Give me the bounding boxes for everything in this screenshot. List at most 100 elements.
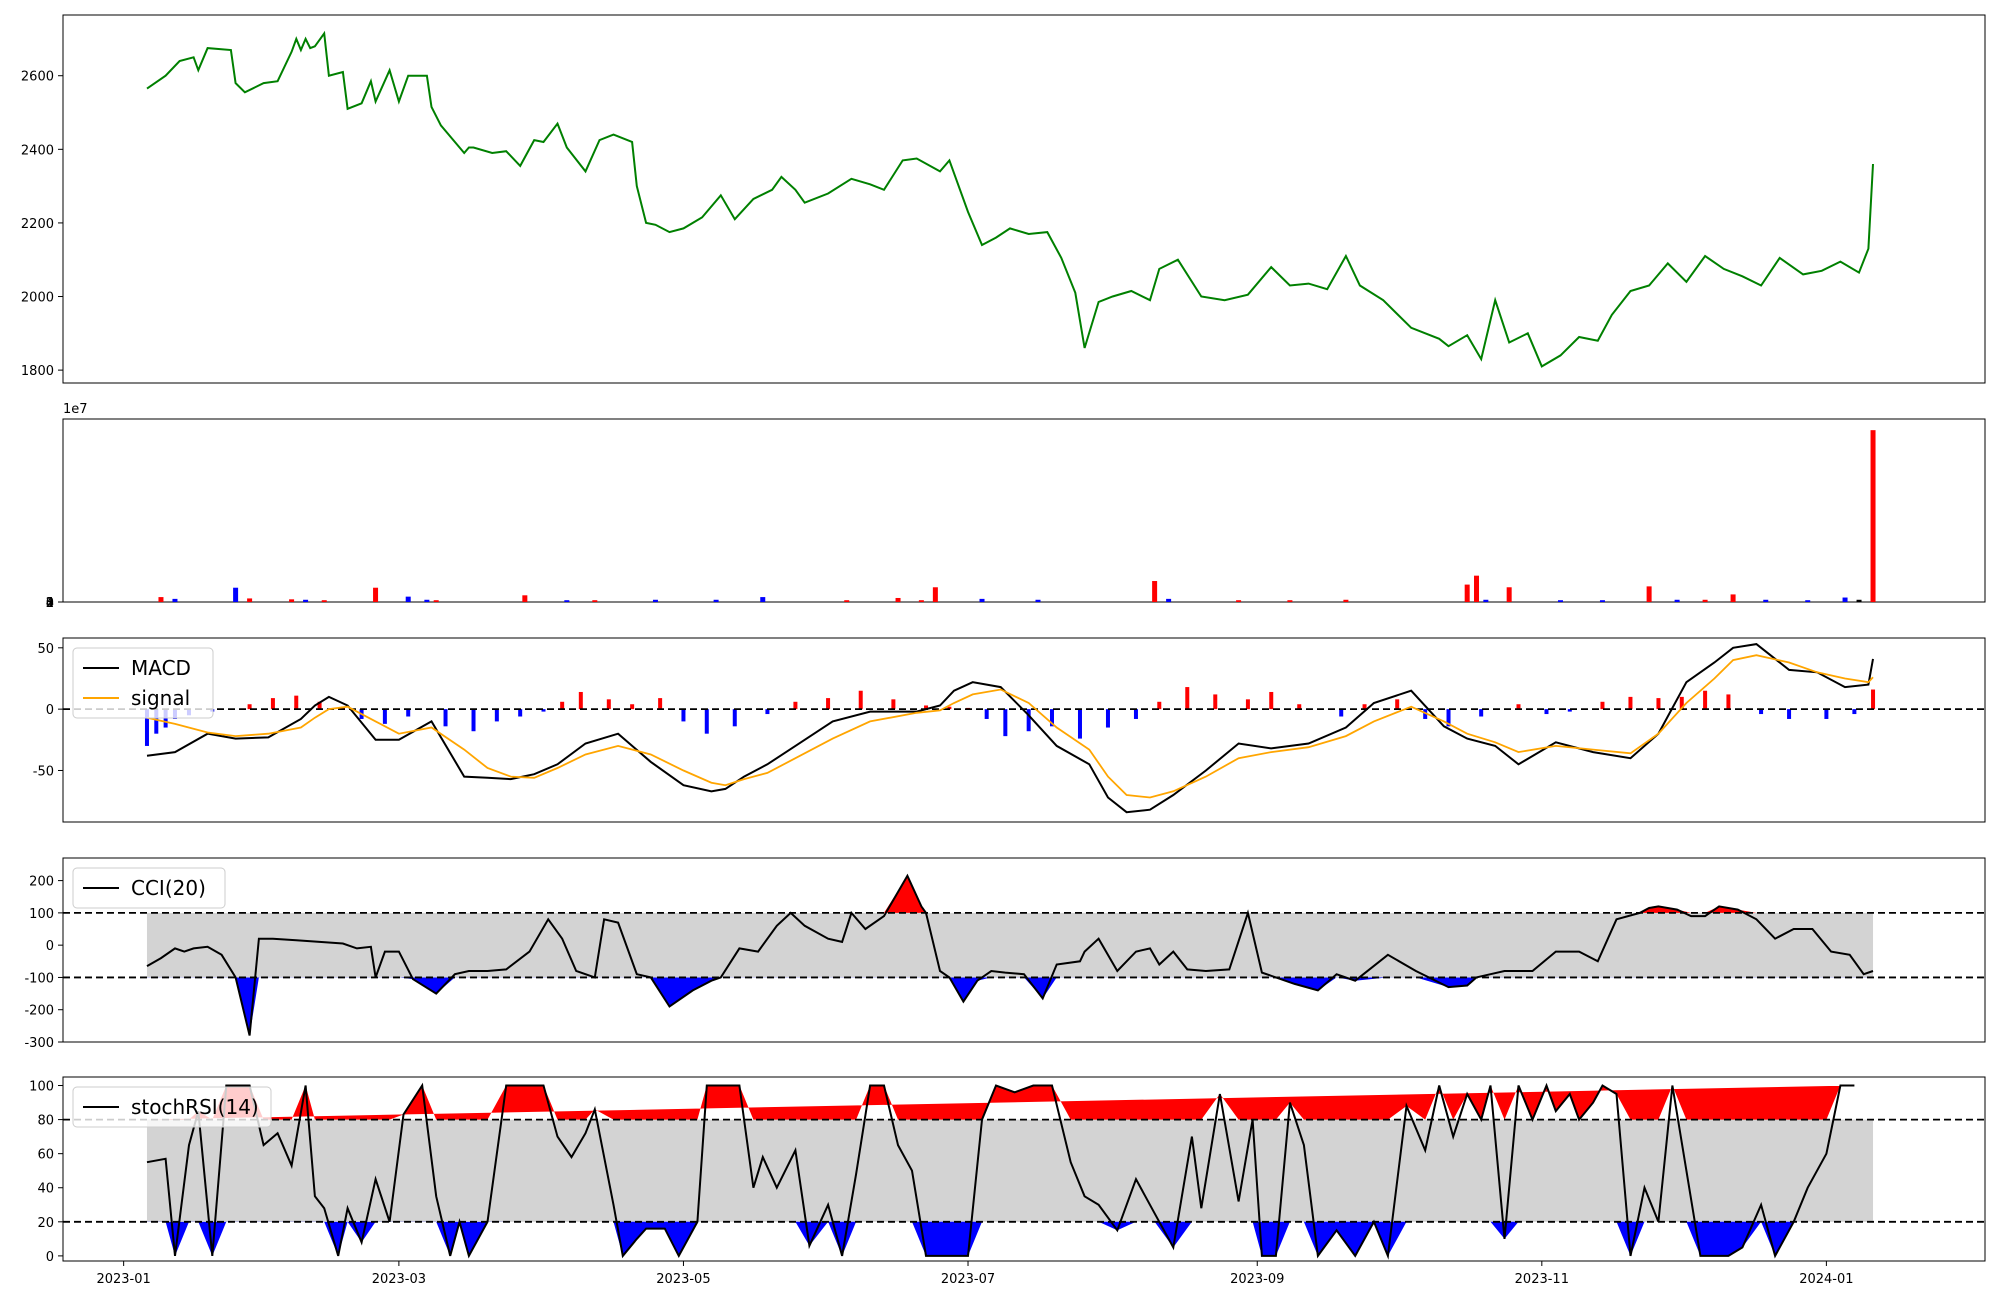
y-tick-label: -300 xyxy=(24,1036,54,1051)
macd-histogram-bar xyxy=(1787,709,1792,719)
volume-panel-frame xyxy=(62,418,1986,603)
volume-bar xyxy=(1236,600,1242,602)
volume-bar xyxy=(652,599,658,602)
macd-histogram-bar xyxy=(1871,689,1876,710)
macd-histogram-bar xyxy=(1726,694,1731,710)
x-tick-label: 2023-11 xyxy=(1515,1272,1569,1287)
volume-bar xyxy=(424,599,430,602)
legend-label: stochRSI(14) xyxy=(131,1095,259,1119)
macd-histogram-bar xyxy=(858,690,863,710)
x-tick-label: 2023-01 xyxy=(96,1272,150,1287)
overbought-fill xyxy=(146,1085,1855,1120)
volume-bar xyxy=(1599,600,1605,602)
volume-bar xyxy=(289,599,295,602)
y-tick-label: 1800 xyxy=(21,364,54,379)
y-tick-label: -50 xyxy=(33,764,54,779)
volume-bar xyxy=(522,595,528,602)
volume-bar xyxy=(592,600,598,602)
cci-panel-frame xyxy=(62,857,1986,1043)
legend-label: signal xyxy=(131,686,190,710)
macd-histogram-bar xyxy=(518,709,523,717)
macd-histogram-bar xyxy=(144,709,149,746)
y-tick-label: -200 xyxy=(24,1004,54,1019)
macd-histogram-bar xyxy=(1395,699,1400,710)
volume-bar xyxy=(158,597,164,602)
macd-histogram-bar xyxy=(443,709,448,727)
macd-histogram-bar xyxy=(1516,704,1521,710)
macd-histogram-bar xyxy=(294,695,299,710)
volume-bar xyxy=(233,587,239,602)
macd-histogram-bar xyxy=(317,701,322,710)
macd-histogram-bar xyxy=(1656,698,1661,710)
macd-histogram-bar xyxy=(1185,687,1190,710)
volume-bar xyxy=(433,600,439,602)
y-tick-label: 0 xyxy=(46,1250,54,1265)
macd-histogram-bar xyxy=(1703,690,1708,710)
macd-histogram-bar xyxy=(984,709,989,719)
volume-bar xyxy=(1506,587,1512,602)
macd-histogram-bar xyxy=(560,701,565,710)
volume-bar xyxy=(405,596,411,602)
volume-bar xyxy=(1763,599,1769,602)
macd-histogram-bar xyxy=(1077,709,1082,739)
x-tick-label: 2024-01 xyxy=(1799,1272,1853,1287)
volume-bar xyxy=(918,600,924,602)
y-tick-label: 80 xyxy=(37,1114,54,1129)
volume-bar xyxy=(1287,600,1293,602)
macd-histogram-bar xyxy=(1362,704,1367,710)
volume-bar xyxy=(373,587,379,602)
legend-box xyxy=(72,1086,272,1128)
volume-bar xyxy=(1646,586,1652,602)
volume-bar xyxy=(1702,599,1708,602)
volume-bar xyxy=(895,597,901,602)
legend-label: MACD xyxy=(131,656,191,680)
macd-histogram-bar xyxy=(1852,709,1857,715)
y-tick-label: 2400 xyxy=(21,143,54,158)
x-tick-label: 2023-07 xyxy=(941,1272,995,1287)
stochrsi-panel-frame xyxy=(62,1076,1986,1262)
macd-histogram-bar xyxy=(891,699,896,710)
y-tick-label: 40 xyxy=(37,1182,54,1197)
y-tick-label: 3 xyxy=(46,596,54,611)
macd-histogram-bar xyxy=(1105,709,1110,728)
volume-bar xyxy=(1166,598,1172,602)
macd-histogram-bar xyxy=(1003,709,1008,737)
volume-offset-text: 1e7 xyxy=(63,402,88,417)
macd-histogram-bar xyxy=(681,709,686,722)
macd-histogram-bar xyxy=(247,704,252,710)
macd-histogram-bar xyxy=(471,709,476,732)
volume-bar xyxy=(1483,599,1489,602)
y-tick-label: 100 xyxy=(29,1080,54,1095)
neutral-band xyxy=(146,912,1874,978)
macd-histogram-bar xyxy=(947,706,952,710)
macd-histogram-bar xyxy=(1049,709,1054,727)
cci-line xyxy=(146,873,1874,1036)
macd-histogram-bar xyxy=(1026,709,1031,732)
volume-bar xyxy=(172,598,178,602)
macd-histogram-bar xyxy=(1824,709,1829,719)
volume-bar xyxy=(844,600,850,602)
volume-bar xyxy=(247,598,253,602)
volume-bar xyxy=(1856,599,1862,602)
macd-histogram-bar xyxy=(606,699,611,710)
macd-histogram-bar xyxy=(704,709,709,734)
macd-histogram-bar xyxy=(793,701,798,710)
macd-histogram-bar xyxy=(1600,701,1605,710)
y-tick-label: 1 xyxy=(46,596,54,611)
macd-histogram-bar xyxy=(1269,691,1274,710)
macd-histogram-bar xyxy=(154,709,159,734)
y-tick-label: 4 xyxy=(46,596,54,611)
volume-bar xyxy=(303,599,309,602)
y-tick-label: 0 xyxy=(46,703,54,718)
neutral-band xyxy=(146,1119,1874,1222)
volume-bar xyxy=(1870,430,1876,602)
macd-histogram-bar xyxy=(1567,709,1572,712)
macd-histogram-bar xyxy=(1213,694,1218,710)
macd-histogram-bar xyxy=(270,698,275,710)
macd-histogram-bar xyxy=(1245,699,1250,710)
volume-bar xyxy=(1674,599,1680,602)
y-tick-label: 2000 xyxy=(21,291,54,306)
signal-line xyxy=(146,654,1874,799)
y-tick-label: 50 xyxy=(37,642,54,657)
